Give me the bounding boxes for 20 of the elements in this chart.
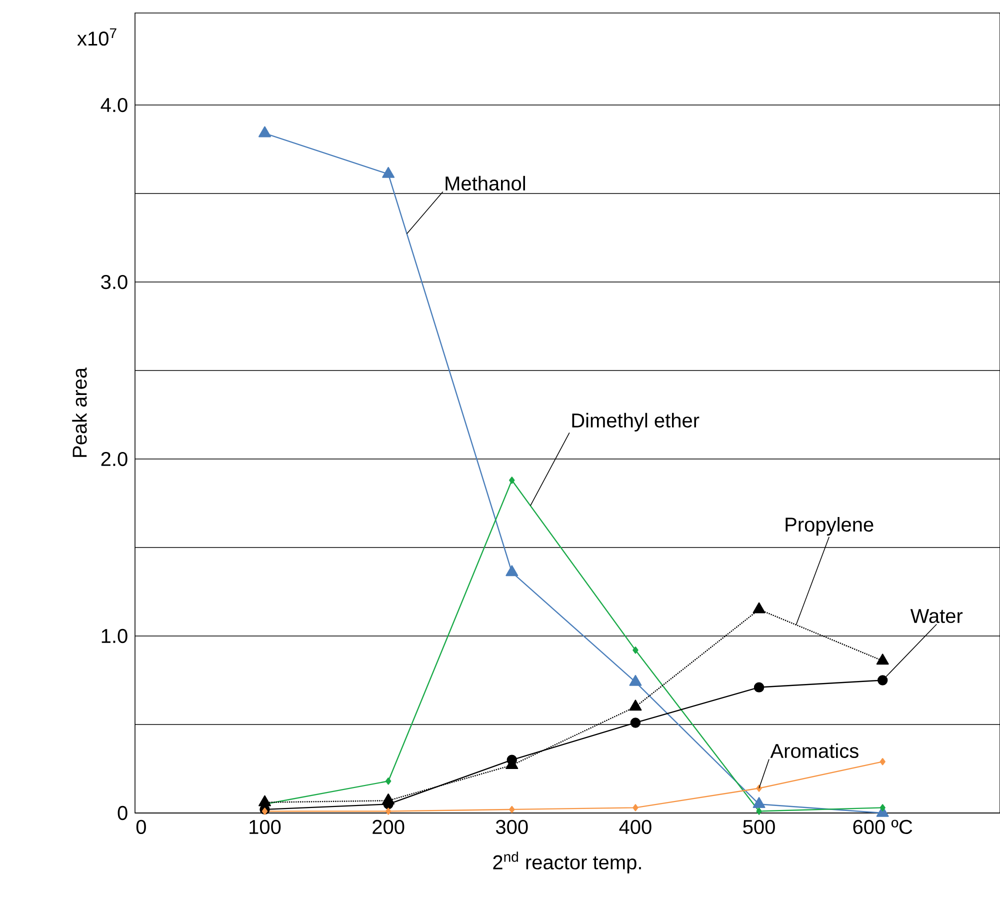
text: Methanol	[446, 176, 525, 191]
x-tick-label: 300	[496, 820, 528, 834]
x-axis-title: 2$^{nd}$ reactor temp.	[493, 852, 641, 874]
text: x10$^{7}$	[77, 28, 116, 46]
x-tick-label: 200	[372, 820, 404, 834]
x-tick-label: 600 ºC	[853, 820, 912, 834]
y-tick-label: 3.0	[101, 274, 128, 290]
y-tick-label: 0	[118, 806, 128, 820]
text: Water	[910, 609, 963, 624]
x-tick-label: 0	[136, 820, 146, 834]
y-axis-title: Peak area	[72, 367, 87, 457]
text: Dimethyl ether	[572, 412, 700, 432]
text: Propylene	[786, 517, 874, 536]
y-tick-label: 2.0	[101, 452, 128, 466]
series-label: Aromatics	[770, 743, 858, 758]
y-tick-label: 4.0	[100, 98, 128, 112]
x-tick-label: 500	[743, 820, 775, 834]
x-tick-label: 100	[250, 820, 281, 834]
x-tick-label: 400	[619, 820, 652, 834]
y-tick-label: 1.0	[102, 628, 128, 644]
